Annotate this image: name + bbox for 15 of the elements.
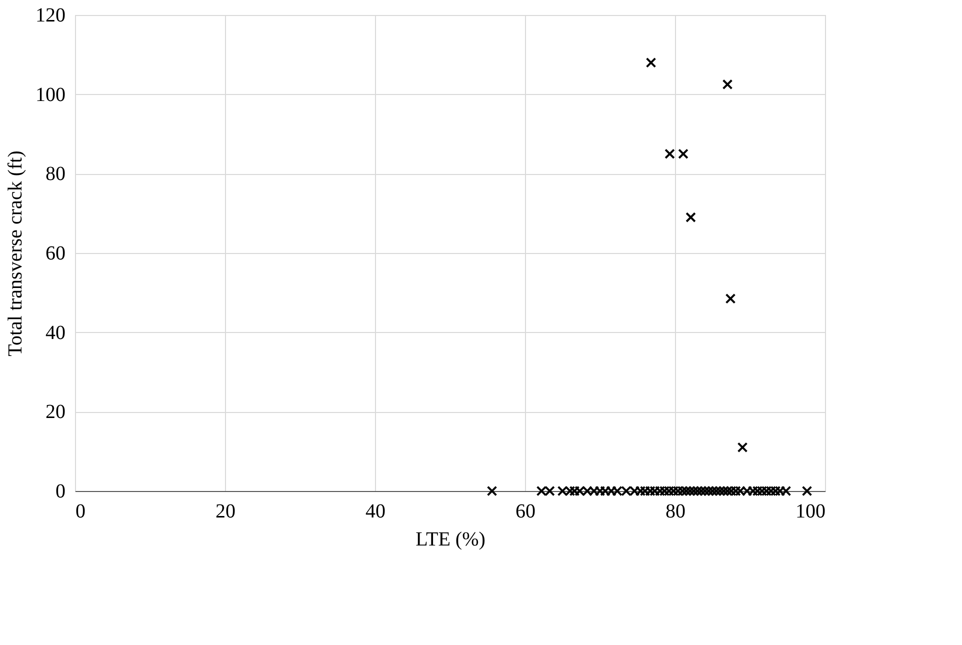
y-axis-title: Total transverse crack (ft): [4, 150, 26, 356]
x-axis-title: LTE (%): [416, 528, 486, 550]
x-tick-label: 0: [76, 500, 86, 522]
x-tick-label: 100: [796, 500, 826, 522]
y-tick-label: 40: [46, 322, 66, 344]
y-tick-label: 80: [46, 163, 66, 186]
x-tick-label: 80: [666, 500, 686, 522]
y-tick-label: 120: [36, 4, 66, 26]
x-tick-label: 60: [516, 500, 536, 522]
x-tick-label: 40: [366, 500, 386, 522]
y-tick-label: 100: [36, 84, 66, 106]
x-tick-label: 20: [216, 500, 236, 522]
y-tick-label: 0: [56, 480, 66, 502]
y-tick-label: 60: [46, 242, 66, 264]
y-tick-label: 20: [46, 401, 66, 424]
